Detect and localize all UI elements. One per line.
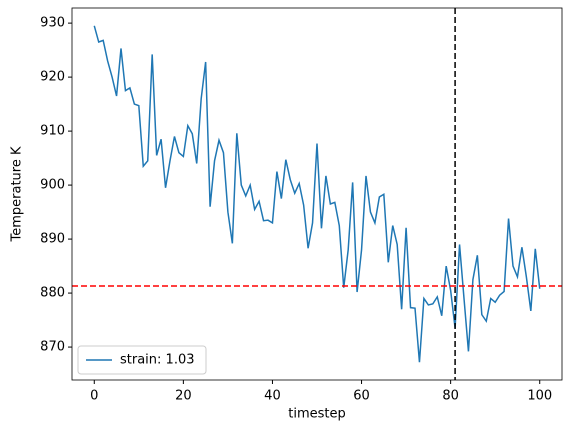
y-tick-label: 870 — [40, 340, 65, 355]
y-tick-label: 900 — [40, 178, 65, 193]
x-tick-label: 60 — [353, 389, 370, 404]
x-tick-label: 100 — [527, 389, 552, 404]
data-line — [93, 25, 541, 363]
y-tick-label: 910 — [40, 124, 65, 139]
legend-box — [77, 345, 207, 375]
plot-frame — [71, 7, 563, 381]
x-tick-label: 80 — [442, 389, 459, 404]
y-tick-label: 930 — [40, 16, 65, 31]
legend-label: strain: 1.03 — [120, 353, 195, 368]
x-axis-label: timestep — [288, 407, 346, 422]
x-tick-label: 20 — [175, 389, 192, 404]
x-tick-label: 0 — [90, 389, 98, 404]
y-axis-label: Temperature K — [10, 146, 25, 242]
y-tick-label: 890 — [40, 232, 65, 247]
x-tick-label: 40 — [264, 389, 281, 404]
y-tick-label: 920 — [40, 70, 65, 85]
y-tick-label: 880 — [40, 286, 65, 301]
